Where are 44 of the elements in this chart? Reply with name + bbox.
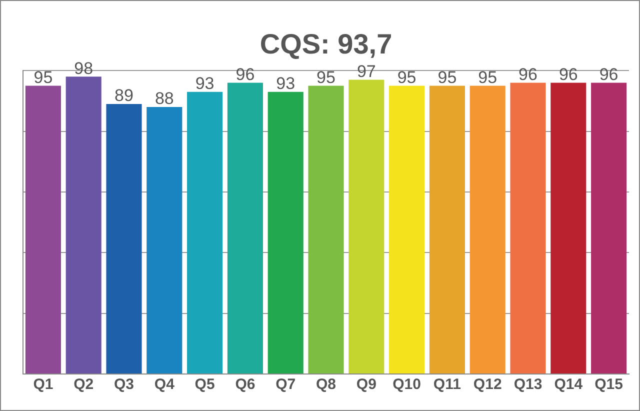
x-tick-label: Q9: [356, 376, 376, 394]
data-label: 89: [114, 86, 134, 106]
data-label: 93: [195, 74, 214, 94]
x-tick-label: Q14: [554, 376, 584, 394]
x-tick-label: Q1: [33, 376, 54, 394]
data-label: 95: [397, 68, 416, 87]
bar: [550, 82, 586, 374]
data-label: 95: [34, 68, 53, 87]
x-tick-label: Q15: [594, 376, 623, 394]
bar: [25, 86, 61, 374]
x-tick-label: Q8: [316, 376, 336, 394]
x-tick-label: Q3: [114, 376, 134, 394]
bar: [268, 92, 304, 374]
x-tick-label: Q7: [276, 376, 296, 394]
x-tick-label: Q12: [473, 376, 502, 394]
data-label: 95: [316, 68, 336, 87]
data-label: 95: [478, 68, 498, 87]
data-label: 96: [236, 64, 255, 84]
x-tick-label: Q6: [235, 376, 256, 394]
data-label: 93: [276, 74, 296, 94]
bar: [591, 82, 627, 374]
bar: [510, 82, 546, 374]
data-label: 88: [154, 89, 174, 108]
data-label: 96: [558, 64, 578, 84]
bar: [389, 86, 425, 374]
x-tick-label: Q13: [514, 376, 542, 394]
x-tick-label: Q10: [392, 376, 421, 394]
chart-title: CQS: 93,7: [260, 28, 392, 60]
bar: [308, 86, 344, 374]
x-tick-label: Q11: [433, 376, 461, 394]
bar: [66, 76, 102, 374]
x-tick-label: Q5: [194, 376, 215, 394]
bar: [429, 86, 465, 374]
bar: [348, 80, 384, 374]
bar: [227, 82, 263, 374]
bar: [106, 104, 142, 374]
bar: [146, 107, 182, 374]
x-tick-label: Q2: [74, 376, 94, 394]
data-label: 96: [518, 64, 538, 84]
data-label: 95: [438, 68, 457, 87]
x-tick-label: Q4: [154, 376, 176, 394]
data-label: 96: [599, 64, 618, 84]
bar: [470, 86, 506, 374]
bar: [187, 92, 223, 374]
